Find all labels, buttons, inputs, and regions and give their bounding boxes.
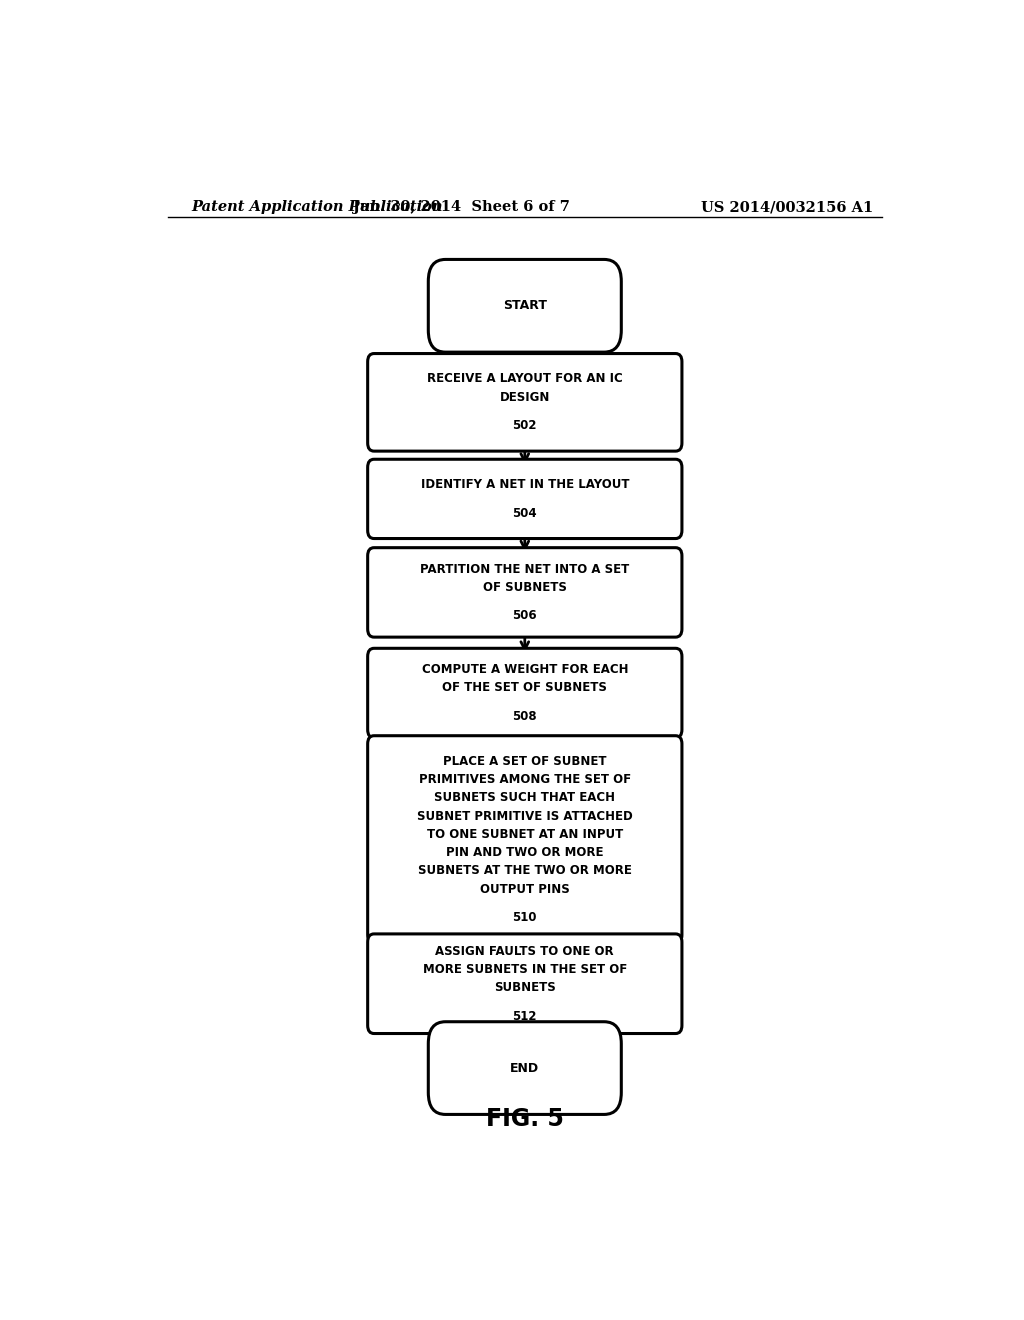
Text: SUBNETS AT THE TWO OR MORE: SUBNETS AT THE TWO OR MORE <box>418 865 632 878</box>
Text: SUBNETS SUCH THAT EACH: SUBNETS SUCH THAT EACH <box>434 791 615 804</box>
Text: 504: 504 <box>512 507 538 520</box>
Text: OF SUBNETS: OF SUBNETS <box>483 581 566 594</box>
FancyBboxPatch shape <box>368 354 682 451</box>
FancyBboxPatch shape <box>428 260 622 352</box>
Text: FIG. 5: FIG. 5 <box>485 1107 564 1131</box>
FancyBboxPatch shape <box>368 648 682 738</box>
Text: Patent Application Publication: Patent Application Publication <box>191 201 443 214</box>
FancyBboxPatch shape <box>368 935 682 1034</box>
Text: MORE SUBNETS IN THE SET OF: MORE SUBNETS IN THE SET OF <box>423 964 627 975</box>
Text: 502: 502 <box>513 420 537 432</box>
Text: 506: 506 <box>512 610 538 622</box>
Text: COMPUTE A WEIGHT FOR EACH: COMPUTE A WEIGHT FOR EACH <box>422 663 628 676</box>
Text: Jan. 30, 2014  Sheet 6 of 7: Jan. 30, 2014 Sheet 6 of 7 <box>353 201 569 214</box>
FancyBboxPatch shape <box>368 735 682 942</box>
Text: DESIGN: DESIGN <box>500 391 550 404</box>
Text: 510: 510 <box>513 911 537 924</box>
FancyBboxPatch shape <box>428 1022 622 1114</box>
Text: PLACE A SET OF SUBNET: PLACE A SET OF SUBNET <box>443 755 606 768</box>
Text: 508: 508 <box>512 710 538 723</box>
Text: PRIMITIVES AMONG THE SET OF: PRIMITIVES AMONG THE SET OF <box>419 774 631 785</box>
Text: PIN AND TWO OR MORE: PIN AND TWO OR MORE <box>446 846 603 859</box>
Text: IDENTIFY A NET IN THE LAYOUT: IDENTIFY A NET IN THE LAYOUT <box>421 478 629 491</box>
Text: TO ONE SUBNET AT AN INPUT: TO ONE SUBNET AT AN INPUT <box>427 828 623 841</box>
Text: END: END <box>510 1061 540 1074</box>
Text: SUBNET PRIMITIVE IS ATTACHED: SUBNET PRIMITIVE IS ATTACHED <box>417 809 633 822</box>
FancyBboxPatch shape <box>368 548 682 638</box>
Text: US 2014/0032156 A1: US 2014/0032156 A1 <box>700 201 872 214</box>
Text: PARTITION THE NET INTO A SET: PARTITION THE NET INTO A SET <box>420 562 630 576</box>
Text: OF THE SET OF SUBNETS: OF THE SET OF SUBNETS <box>442 681 607 694</box>
Text: OUTPUT PINS: OUTPUT PINS <box>480 883 569 896</box>
Text: RECEIVE A LAYOUT FOR AN IC: RECEIVE A LAYOUT FOR AN IC <box>427 372 623 385</box>
Text: ASSIGN FAULTS TO ONE OR: ASSIGN FAULTS TO ONE OR <box>435 945 614 958</box>
Text: START: START <box>503 300 547 313</box>
Text: 512: 512 <box>513 1010 537 1023</box>
FancyBboxPatch shape <box>368 459 682 539</box>
Text: SUBNETS: SUBNETS <box>494 981 556 994</box>
